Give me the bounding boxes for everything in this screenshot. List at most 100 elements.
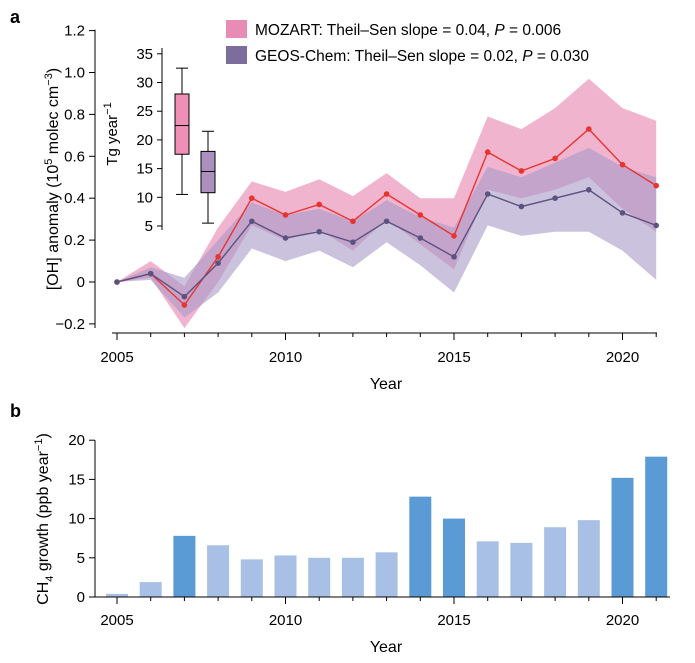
point-mozart-2008 xyxy=(215,254,221,260)
legend-label-geos-chem: GEOS-Chem: Theil–Sen slope = 0.02, P = 0… xyxy=(255,48,589,65)
legend-swatch-geos-chem xyxy=(226,46,247,64)
bar-2019 xyxy=(577,520,600,597)
point-geos-chem-2016 xyxy=(484,191,491,197)
inset-boxes xyxy=(174,67,216,224)
inset-y-tick-label: 25 xyxy=(136,103,153,120)
point-mozart-2016 xyxy=(484,149,491,155)
panel-b-label: b xyxy=(10,401,21,421)
panel-b-y-tick-label: 20 xyxy=(68,432,85,449)
panel-a-x-tick-label: 2005 xyxy=(100,349,133,366)
bar-2010 xyxy=(274,555,297,597)
bar-2005 xyxy=(106,593,128,597)
inset-y-tick-label: 15 xyxy=(136,161,153,178)
point-geos-chem-2021 xyxy=(653,222,659,229)
panel-b-y-axis-title: CH4 growth (ppb year−1) xyxy=(33,433,56,605)
panel-b-x-tick-label: 2005 xyxy=(100,612,133,629)
point-geos-chem-2014 xyxy=(417,235,424,241)
bar-2008 xyxy=(207,545,230,597)
bar-2011 xyxy=(308,557,331,597)
inset-box-geos-chem xyxy=(200,130,216,224)
point-geos-chem-2018 xyxy=(552,195,558,201)
bar-2013 xyxy=(375,552,398,597)
panel-a-x-tick-label: 2010 xyxy=(269,349,302,366)
panel-a-y-tick-label: 0.6 xyxy=(64,148,85,165)
point-mozart-2019 xyxy=(586,126,592,132)
point-geos-chem-2009 xyxy=(249,218,255,225)
legend-label-mozart: MOZART: Theil–Sen slope = 0.04, P = 0.00… xyxy=(255,22,561,39)
panel-b-x-tick-label: 2015 xyxy=(437,612,470,629)
panel-b-y-axis: 0 5 10 15 20 xyxy=(68,432,96,606)
bar-2009 xyxy=(240,559,263,597)
point-mozart-2014 xyxy=(417,212,424,218)
point-mozart-2010 xyxy=(282,212,289,218)
panel-a-y-axis: −0.2 0 0.2 0.4 0.6 0.8 1.0 1.2 xyxy=(55,23,96,333)
inset-box-iqr xyxy=(200,150,216,194)
panel-b-x-axis-title: Year xyxy=(370,639,403,656)
panel-a-legend: MOZART: Theil–Sen slope = 0.04, P = 0.00… xyxy=(226,20,589,65)
bar-2020 xyxy=(611,477,634,597)
inset-box-mozart xyxy=(174,67,190,195)
panel-a-x-tick-label: 2020 xyxy=(606,349,639,366)
inset-y-tick-label: 5 xyxy=(145,218,153,235)
bar-2018 xyxy=(544,527,567,597)
inset-box-plot: 5 10 15 20 25 30 35 Tg year−1 xyxy=(102,46,216,235)
panel-b-y-tick-label: 10 xyxy=(68,511,85,528)
point-mozart-2009 xyxy=(249,195,255,201)
point-mozart-2020 xyxy=(619,161,626,168)
point-geos-chem-2020 xyxy=(619,210,626,216)
point-mozart-2007 xyxy=(181,302,188,308)
legend-swatch-mozart xyxy=(226,20,247,38)
point-geos-chem-2010 xyxy=(282,235,289,241)
panel-b-bars xyxy=(106,456,668,597)
bar-2015 xyxy=(443,518,465,597)
inset-y-tick-label: 10 xyxy=(136,189,153,206)
point-mozart-2021 xyxy=(653,182,659,189)
panel-a-x-axis: 2005 2010 2015 2020 xyxy=(100,332,657,366)
point-mozart-2013 xyxy=(383,191,390,197)
point-geos-chem-2008 xyxy=(215,260,221,266)
point-geos-chem-2019 xyxy=(586,187,592,193)
point-mozart-2011 xyxy=(316,201,323,208)
point-geos-chem-2011 xyxy=(316,228,323,235)
point-geos-chem-2007 xyxy=(181,293,188,300)
panel-b-x-tick-label: 2010 xyxy=(269,612,302,629)
point-geos-chem-2015 xyxy=(451,254,457,260)
panel-a-y-tick-label: 0.2 xyxy=(64,232,85,249)
point-mozart-2018 xyxy=(552,155,558,162)
point-geos-chem-2006 xyxy=(147,270,154,277)
point-geos-chem-2005 xyxy=(114,279,120,285)
bar-2007 xyxy=(173,535,196,597)
point-geos-chem-2017 xyxy=(518,203,525,210)
bar-2006 xyxy=(139,582,162,597)
panel-a-y-tick-label: 0 xyxy=(77,274,85,291)
point-mozart-2015 xyxy=(451,233,457,239)
bar-2016 xyxy=(476,541,499,597)
panel-b-y-tick-label: 15 xyxy=(68,471,85,488)
panel-b-y-tick-label: 5 xyxy=(77,550,85,567)
inset-y-axis: 5 10 15 20 25 30 35 xyxy=(136,46,163,235)
panel-a-label: a xyxy=(10,7,21,27)
inset-y-axis-title: Tg year−1 xyxy=(102,102,121,165)
inset-y-tick-label: 35 xyxy=(136,46,153,63)
bar-2014 xyxy=(409,496,432,597)
panel-a-uncertainty-bands xyxy=(117,78,657,329)
panel-a-y-tick-label: 1.0 xyxy=(64,65,85,82)
point-mozart-2017 xyxy=(518,168,525,174)
panel-a-y-axis-title: [OH] anomaly (105 molec cm−3) xyxy=(43,68,62,290)
bar-2021 xyxy=(645,456,668,597)
point-geos-chem-2013 xyxy=(383,218,390,225)
bar-2012 xyxy=(341,557,364,597)
panel-b-x-tick-label: 2020 xyxy=(606,612,639,629)
panel-a-x-axis-title: Year xyxy=(370,376,403,393)
panel-a-y-tick-label: 1.2 xyxy=(64,23,85,40)
inset-y-tick-label: 20 xyxy=(136,132,153,149)
bar-2017 xyxy=(510,542,533,597)
panel-a-series-points xyxy=(114,126,659,308)
point-mozart-2012 xyxy=(350,218,356,225)
panel-a-y-tick-label: 0.4 xyxy=(64,190,85,207)
panel-a-y-tick-label: −0.2 xyxy=(55,316,85,333)
panel-b-y-tick-label: 0 xyxy=(77,589,85,606)
panel-a-x-tick-label: 2015 xyxy=(437,349,470,366)
panel-b-x-axis: 2005 2010 2015 2020 xyxy=(95,596,670,629)
